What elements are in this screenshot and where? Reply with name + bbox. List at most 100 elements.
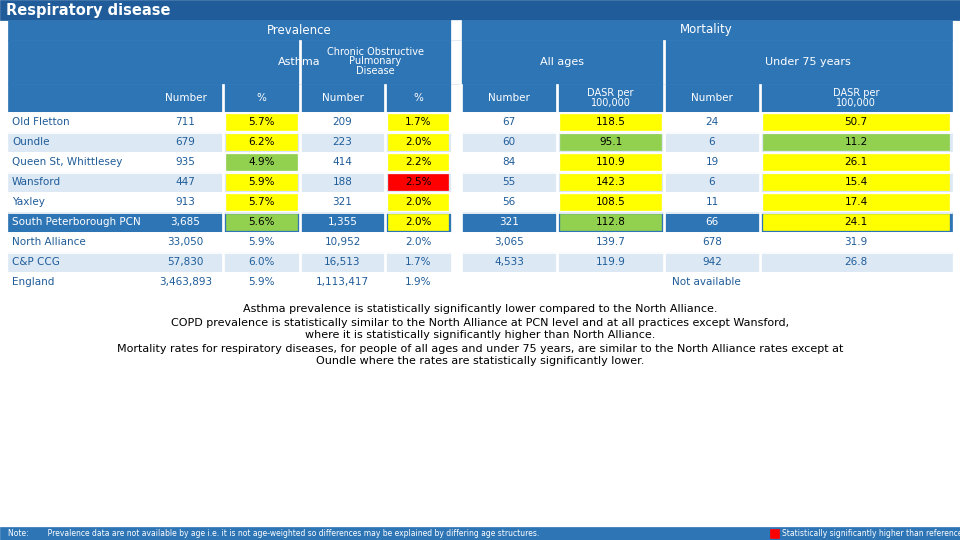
Text: All ages: All ages [540, 57, 585, 67]
Bar [663, 40, 665, 84]
Text: Old Fletton: Old Fletton [12, 117, 70, 127]
Bar [759, 232, 761, 252]
Bar [222, 272, 224, 292]
Text: C&P CCG: C&P CCG [12, 257, 60, 267]
Bar [451, 212, 461, 232]
Bar [299, 132, 301, 152]
Bar [460, 152, 462, 172]
Text: 3,685: 3,685 [171, 217, 201, 227]
Text: 678: 678 [702, 237, 722, 247]
Bar [388, 174, 448, 190]
Text: North Alliance: North Alliance [12, 237, 85, 247]
Text: 5.7%: 5.7% [249, 197, 275, 207]
Bar [451, 132, 461, 152]
Bar [451, 40, 461, 84]
Text: 711: 711 [176, 117, 196, 127]
Bar [460, 84, 462, 112]
Text: 139.7: 139.7 [595, 237, 625, 247]
Bar [384, 112, 386, 132]
Bar [222, 84, 224, 112]
Text: 5.9%: 5.9% [249, 237, 275, 247]
Bar [763, 134, 949, 150]
Bar [0, 0, 960, 20]
Bar [560, 194, 661, 210]
Bar [556, 232, 558, 252]
Text: 1,113,417: 1,113,417 [316, 277, 369, 287]
Bar [556, 84, 558, 112]
Bar [8, 252, 952, 253]
Text: 110.9: 110.9 [595, 157, 625, 167]
Bar [556, 272, 558, 292]
Bar [556, 132, 558, 152]
Bar [222, 132, 224, 152]
Bar [759, 192, 761, 212]
Bar [556, 252, 558, 272]
Bar [460, 252, 462, 272]
Bar [763, 114, 949, 130]
Bar [8, 212, 952, 232]
Bar [663, 172, 665, 192]
Bar [759, 152, 761, 172]
Bar [451, 20, 461, 40]
Text: DASR per: DASR per [588, 88, 634, 98]
Text: 67: 67 [502, 117, 516, 127]
Bar [299, 84, 301, 112]
Text: Prevalence: Prevalence [267, 24, 332, 37]
Bar [460, 272, 462, 292]
Bar [388, 114, 448, 130]
Text: Chronic Obstructive: Chronic Obstructive [327, 47, 424, 57]
Text: 142.3: 142.3 [595, 177, 625, 187]
Bar [451, 272, 461, 292]
Text: Pulmonary: Pulmonary [349, 56, 401, 66]
Bar [0, 527, 960, 540]
Text: 50.7: 50.7 [845, 117, 868, 127]
Text: Note:        Prevalence data are not available by age i.e. it is not age-weighte: Note: Prevalence data are not available … [8, 529, 540, 538]
Bar [8, 192, 952, 212]
Bar [663, 252, 665, 272]
Bar [8, 232, 952, 252]
Bar [763, 214, 949, 230]
Bar [8, 232, 952, 233]
Text: 6: 6 [708, 137, 715, 147]
Text: 3,463,893: 3,463,893 [159, 277, 212, 287]
Text: 1.9%: 1.9% [405, 277, 431, 287]
Text: 5.9%: 5.9% [249, 277, 275, 287]
Bar [299, 172, 301, 192]
Text: 2.0%: 2.0% [405, 237, 431, 247]
Bar [8, 20, 952, 40]
Bar [8, 172, 952, 173]
Text: 24.1: 24.1 [845, 217, 868, 227]
Text: 19: 19 [706, 157, 719, 167]
Text: 6: 6 [708, 177, 715, 187]
Bar [384, 252, 386, 272]
Text: 5.9%: 5.9% [249, 177, 275, 187]
Bar [226, 114, 297, 130]
Bar [384, 232, 386, 252]
Bar [388, 194, 448, 210]
Bar [8, 172, 952, 192]
Bar [384, 152, 386, 172]
Bar [663, 84, 665, 112]
Text: %: % [413, 93, 423, 103]
Bar [8, 132, 952, 152]
Text: Disease: Disease [356, 66, 395, 76]
Text: where it is statistically significantly higher than North Alliance.: where it is statistically significantly … [305, 330, 655, 340]
Bar [560, 134, 661, 150]
Text: 4.9%: 4.9% [249, 157, 275, 167]
Text: 5.7%: 5.7% [249, 117, 275, 127]
Bar [299, 232, 301, 252]
Text: England: England [12, 277, 55, 287]
Bar [222, 252, 224, 272]
Text: 223: 223 [332, 137, 352, 147]
Text: 16,513: 16,513 [324, 257, 361, 267]
Bar [560, 174, 661, 190]
Bar [226, 134, 297, 150]
Bar [299, 272, 301, 292]
Text: 2.0%: 2.0% [405, 217, 431, 227]
Text: Not available: Not available [672, 277, 741, 287]
Text: Oundle where the rates are statistically significantly lower.: Oundle where the rates are statistically… [316, 356, 644, 366]
Text: Statistically significantly higher than reference: Statistically significantly higher than … [782, 529, 960, 538]
Bar [451, 232, 461, 252]
Text: 4,533: 4,533 [494, 257, 524, 267]
Bar [8, 112, 952, 132]
